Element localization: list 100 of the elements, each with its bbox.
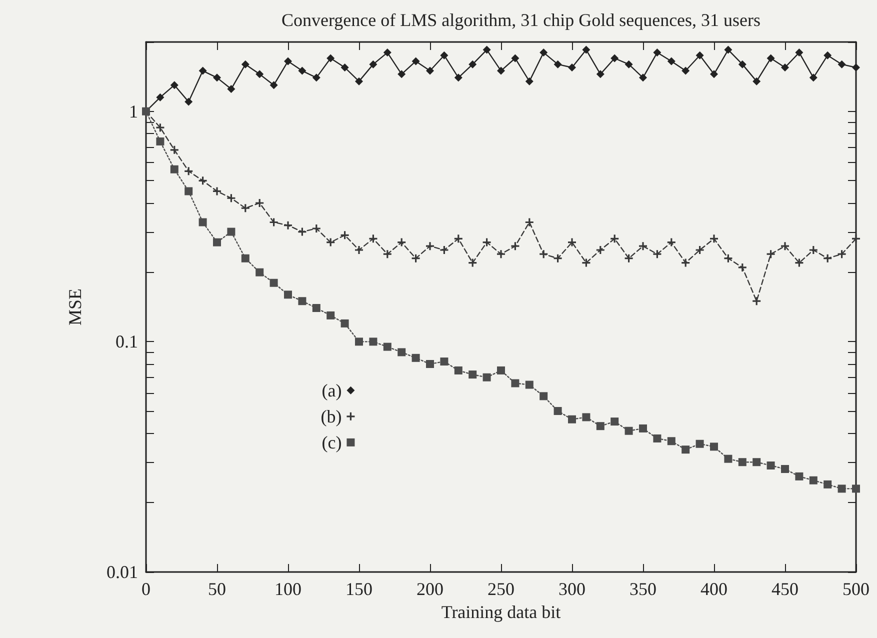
point [398, 238, 406, 246]
point [824, 254, 832, 262]
point [610, 418, 619, 426]
point [710, 442, 718, 451]
point [582, 258, 590, 267]
point [383, 342, 392, 351]
point [298, 66, 306, 75]
point [241, 254, 250, 262]
point [213, 238, 221, 246]
point [482, 46, 491, 54]
legend-label: (b) [320, 406, 342, 426]
point [184, 167, 193, 176]
point [781, 242, 789, 250]
point [412, 254, 420, 262]
point [198, 176, 207, 185]
point [227, 228, 236, 236]
point [440, 51, 448, 60]
point [312, 304, 320, 312]
point [355, 246, 363, 254]
point [383, 48, 392, 57]
point [511, 379, 520, 388]
y-axis-title: MSE [65, 288, 85, 326]
point [198, 66, 207, 75]
point [809, 246, 818, 254]
point [398, 348, 406, 356]
point [596, 70, 604, 78]
point [156, 93, 164, 102]
point [724, 454, 732, 463]
point [710, 234, 718, 243]
point [738, 60, 746, 68]
point [852, 63, 860, 72]
point [667, 57, 676, 66]
point [795, 48, 804, 57]
point [738, 263, 746, 272]
point [369, 338, 378, 346]
point [326, 54, 335, 62]
point [653, 434, 662, 442]
point [682, 258, 690, 267]
point [568, 63, 576, 72]
point [540, 250, 548, 258]
point [525, 218, 534, 226]
point [426, 242, 434, 250]
x-tick-label: 450 [772, 579, 798, 599]
point [468, 60, 477, 68]
point [525, 77, 534, 86]
point [724, 46, 732, 54]
x-tick-label: 0 [142, 579, 150, 599]
point [312, 74, 320, 82]
point [256, 268, 264, 276]
point [738, 458, 746, 466]
point [511, 54, 520, 62]
point [554, 407, 562, 416]
point [795, 472, 804, 480]
point [639, 74, 647, 82]
point [752, 77, 761, 86]
point [696, 440, 704, 448]
x-tick-label: 200 [416, 579, 444, 599]
chart-title: Convergence of LMS algorithm, 31 chip Gold sequences, 31 users [281, 10, 761, 30]
point [540, 392, 548, 400]
point [468, 370, 477, 379]
point [752, 297, 761, 306]
point [582, 46, 590, 54]
point [497, 366, 505, 374]
point [696, 51, 704, 60]
point [355, 77, 363, 86]
point [809, 476, 818, 484]
point [781, 63, 789, 72]
point [284, 221, 292, 230]
point [795, 258, 804, 267]
point [298, 228, 306, 236]
point [568, 238, 576, 246]
point [454, 234, 462, 243]
x-tick-label: 150 [346, 579, 372, 599]
point [482, 373, 491, 382]
point [170, 146, 178, 154]
point [596, 422, 604, 430]
point [682, 66, 690, 75]
point [340, 63, 349, 72]
point [241, 204, 250, 212]
point [369, 60, 378, 68]
legend-label: (a) [322, 380, 342, 400]
point [724, 254, 732, 262]
point [766, 250, 775, 258]
point [838, 60, 846, 68]
point [639, 424, 647, 432]
point [497, 250, 505, 258]
point [284, 57, 292, 66]
point [682, 446, 690, 454]
point [440, 358, 448, 366]
point [398, 70, 406, 78]
point [156, 124, 164, 132]
point [696, 246, 704, 254]
point [838, 250, 846, 258]
point [256, 70, 264, 78]
point [412, 354, 420, 362]
point [540, 48, 548, 57]
x-tick-label: 350 [630, 579, 656, 599]
point [426, 360, 434, 368]
point [184, 187, 193, 196]
point [426, 66, 434, 75]
